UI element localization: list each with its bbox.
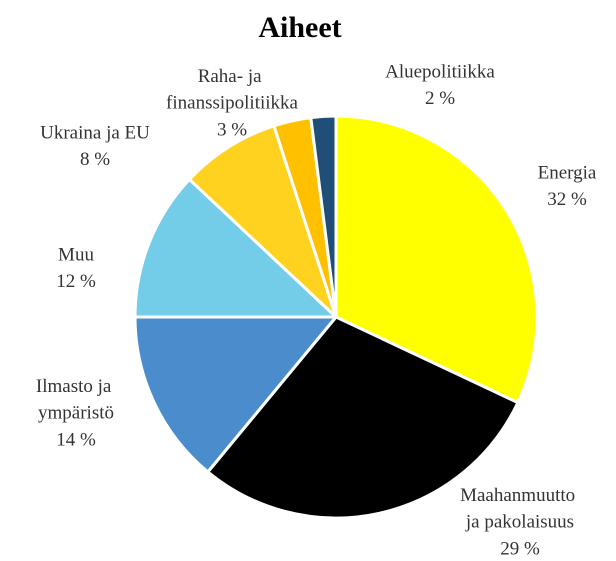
pie-slice xyxy=(187,124,338,319)
slice-label: Ukraina ja EU xyxy=(40,122,150,143)
slice-value-label: 12 % xyxy=(56,271,96,292)
slice-label: Maahanmuutto ja pakolaisuus xyxy=(460,485,580,533)
pie-slice xyxy=(309,114,338,319)
pie-slice xyxy=(334,114,539,405)
chart-title: Aiheet xyxy=(258,11,341,44)
slice-label: Aluepolitiikka xyxy=(385,61,495,82)
slice-value-label: 14 % xyxy=(56,429,96,450)
slice-value-label: 2 % xyxy=(425,88,455,109)
slice-label: Raha- ja finanssipolitiikka xyxy=(166,66,299,114)
slice-label: Muu xyxy=(58,244,94,265)
slice-label: Ilmasto ja ympäristö xyxy=(36,376,116,424)
slice-value-label: 32 % xyxy=(547,189,587,210)
slice-label: Energia xyxy=(538,162,597,183)
slice-value-label: 3 % xyxy=(217,119,247,140)
slice-value-label: 29 % xyxy=(500,538,540,559)
pie-slice xyxy=(133,177,338,319)
pie-slice xyxy=(206,315,520,520)
slice-value-label: 8 % xyxy=(80,149,110,170)
pie-slice xyxy=(133,315,338,474)
